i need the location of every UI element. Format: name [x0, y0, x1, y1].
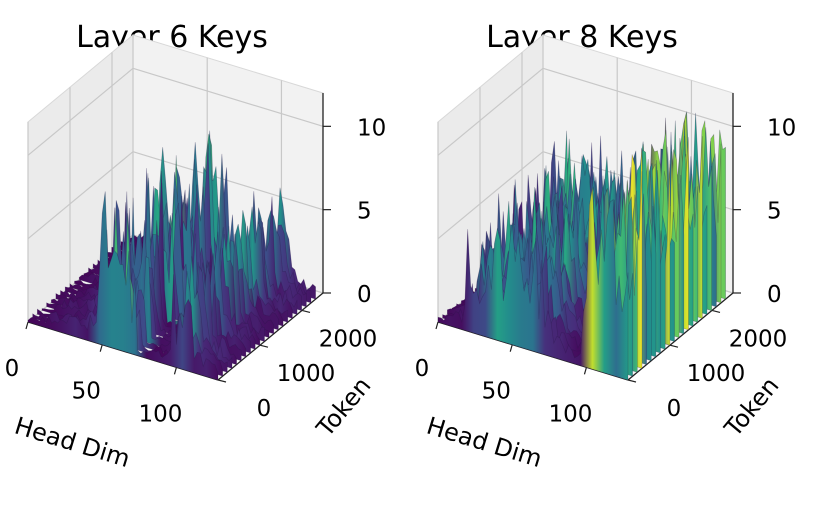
surface-plot: [437, 111, 726, 381]
surface-ridge: [27, 191, 219, 381]
y-tick: [301, 309, 311, 313]
x-tick-label: 100: [548, 401, 592, 427]
grid-line: [542, 67, 734, 127]
y-tick-label: 2000: [729, 326, 788, 352]
y-tick: [711, 309, 721, 313]
z-tick-label: 0: [767, 282, 782, 308]
z-tick-label: 10: [767, 115, 796, 141]
x-axis-label: Head Dim: [423, 412, 545, 474]
z-tick-label: 5: [767, 199, 782, 225]
y-tick: [217, 379, 227, 383]
z-tick-label: 5: [357, 199, 372, 225]
y-tick-label: 0: [667, 396, 682, 422]
x-tick-label: 0: [415, 356, 430, 382]
grid-line: [132, 67, 324, 127]
x-tick: [509, 344, 513, 352]
y-tick-label: 1000: [277, 361, 336, 387]
x-tick-label: 50: [72, 379, 101, 405]
surface-ridge: [437, 187, 629, 381]
x-tick: [583, 367, 588, 375]
y-tick-label: 2000: [319, 326, 378, 352]
grid-line: [437, 151, 544, 240]
x-tick-label: 0: [5, 356, 20, 382]
surface-plot: [27, 130, 316, 381]
z-tick-label: 0: [357, 282, 372, 308]
x-tick-label: 50: [482, 379, 511, 405]
surface-ridge: [46, 191, 237, 366]
y-tick-label: 0: [257, 396, 272, 422]
axis-line: [627, 292, 734, 381]
axis-line: [217, 292, 324, 381]
x-tick: [435, 321, 439, 330]
grid-line: [27, 151, 134, 240]
y-tick: [259, 344, 269, 348]
x-tick: [173, 367, 178, 375]
y-tick: [627, 379, 637, 383]
y-tick-label: 1000: [687, 361, 746, 387]
x-tick: [99, 344, 103, 352]
grid-line: [132, 151, 324, 211]
grid-line: [27, 67, 134, 156]
grid-line: [437, 67, 544, 156]
x-tick: [25, 321, 29, 330]
x-tick-label: 100: [138, 401, 182, 427]
y-tick: [669, 344, 679, 348]
x-axis-label: Head Dim: [11, 412, 133, 474]
z-tick-label: 10: [357, 115, 386, 141]
